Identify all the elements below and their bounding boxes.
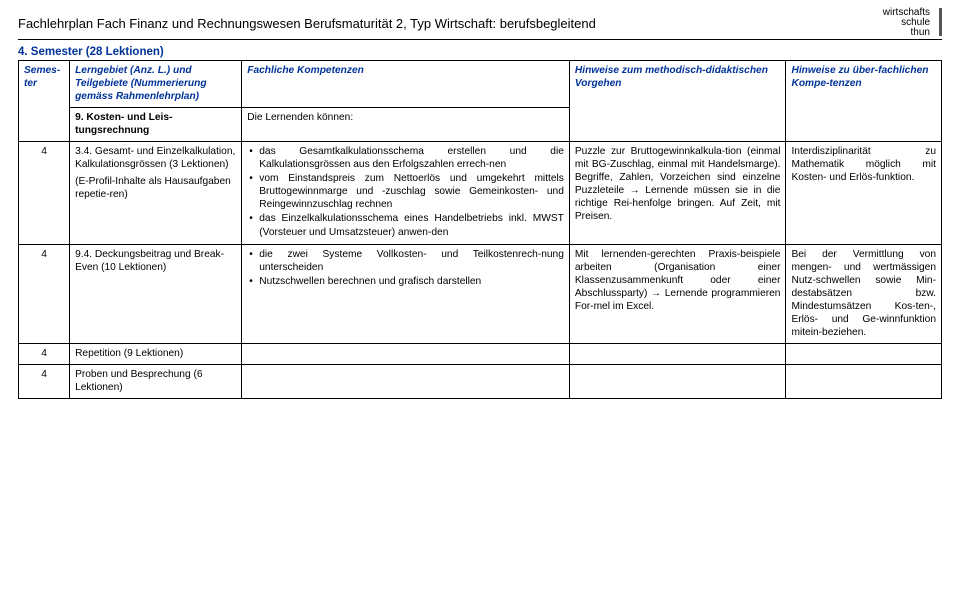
table-header: Semes-ter Lerngebiet (Anz. L.) und Teilg…	[19, 61, 942, 142]
list-item: das Einzelkalkulationsschema eines Hande…	[247, 212, 564, 238]
cell-methodisch	[569, 343, 786, 364]
table-row: 4Repetition (9 Lektionen)	[19, 343, 942, 364]
cell-fachliche	[242, 343, 570, 364]
curriculum-table: Semes-ter Lerngebiet (Anz. L.) und Teilg…	[18, 60, 942, 399]
table-row: 43.4. Gesamt- und Einzelkalkulation, Kal…	[19, 142, 942, 244]
school-logo: wirtschafts schule thun	[883, 8, 942, 38]
list-item: die zwei Systeme Vollkosten- und Teilkos…	[247, 248, 564, 274]
col-lerngebiet: Lerngebiet (Anz. L.) und Teilgebiete (Nu…	[70, 61, 242, 108]
document-title: Fachlehrplan Fach Finanz und Rechnungswe…	[18, 8, 596, 31]
cell-fachliche: das Gesamtkalkulationsschema erstellen u…	[242, 142, 570, 244]
cell-fachliche	[242, 364, 570, 398]
logo-line-3: thun	[883, 28, 930, 38]
cell-semester: 4	[19, 142, 70, 244]
semester-heading: 4. Semester (28 Lektionen)	[18, 46, 942, 58]
cell-lerngebiet: 9.4. Deckungsbeitrag und Break-Even (10 …	[70, 244, 242, 343]
cell-semester: 4	[19, 364, 70, 398]
list-item: vom Einstandspreis zum Nettoerlös und um…	[247, 172, 564, 211]
cell-methodisch: Mit lernenden-gerechten Praxis-beispiele…	[569, 244, 786, 343]
col-methodisch: Hinweise zum methodisch-didaktischen Vor…	[569, 61, 786, 142]
cell-ueberfachlich: Interdisziplinarität zu Mathematik mögli…	[786, 142, 942, 244]
cell-fachliche: die zwei Systeme Vollkosten- und Teilkos…	[242, 244, 570, 343]
cell-lerngebiet: Repetition (9 Lektionen)	[70, 343, 242, 364]
cell-semester: 4	[19, 343, 70, 364]
logo-bar-icon	[939, 8, 942, 36]
cell-lerngebiet: 3.4. Gesamt- und Einzelkalkulation, Kalk…	[70, 142, 242, 244]
subhead-fachliche: Die Lernenden können:	[242, 108, 570, 142]
table-row: 4Proben und Besprechung (6 Lektionen)	[19, 364, 942, 398]
subhead-lerngebiet: 9. Kosten- und Leis-tungsrechnung	[70, 108, 242, 142]
list-item: das Gesamtkalkulationsschema erstellen u…	[247, 145, 564, 171]
cell-ueberfachlich: Bei der Vermittlung von mengen- und wert…	[786, 244, 942, 343]
col-ueberfachlich: Hinweise zu über-fachlichen Kompe-tenzen	[786, 61, 942, 142]
cell-methodisch: Puzzle zur Bruttogewinnkalkula-tion (ein…	[569, 142, 786, 244]
table-row: 49.4. Deckungsbeitrag und Break-Even (10…	[19, 244, 942, 343]
table-body: 43.4. Gesamt- und Einzelkalkulation, Kal…	[19, 142, 942, 399]
cell-semester: 4	[19, 244, 70, 343]
list-item: Nutzschwellen berechnen und grafisch dar…	[247, 275, 564, 288]
col-fachliche: Fachliche Kompetenzen	[242, 61, 570, 108]
page-root: Fachlehrplan Fach Finanz und Rechnungswe…	[0, 0, 960, 399]
cell-lerngebiet: Proben und Besprechung (6 Lektionen)	[70, 364, 242, 398]
cell-ueberfachlich	[786, 343, 942, 364]
page-header: Fachlehrplan Fach Finanz und Rechnungswe…	[18, 8, 942, 40]
cell-methodisch	[569, 364, 786, 398]
col-semester: Semes-ter	[19, 61, 70, 142]
cell-ueberfachlich	[786, 364, 942, 398]
